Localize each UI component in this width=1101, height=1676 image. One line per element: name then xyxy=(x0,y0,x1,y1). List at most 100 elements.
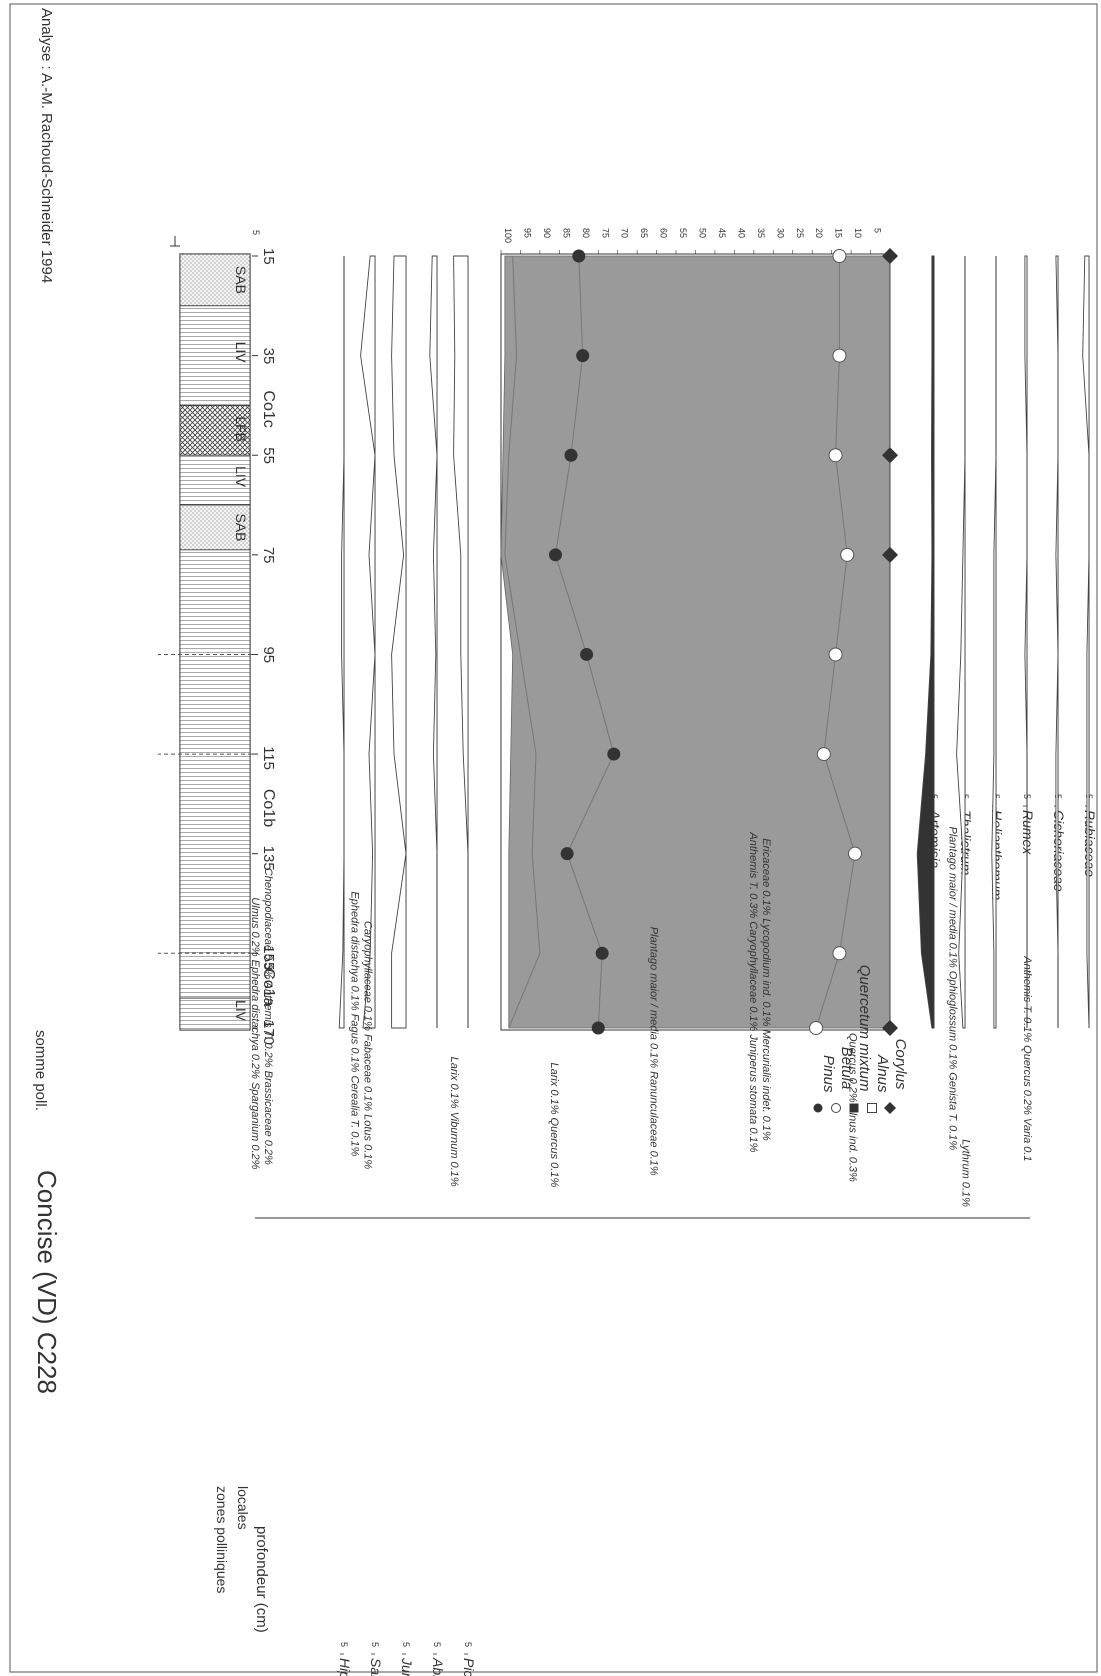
page-frame xyxy=(9,3,1098,1673)
pinus-point-155 xyxy=(595,946,609,960)
betula-point-95 xyxy=(828,647,843,662)
betula-point-35 xyxy=(832,348,847,363)
betula-point-15 xyxy=(832,249,847,263)
taxon-label-cichoriaceae: Cichoriaceae xyxy=(1051,810,1067,892)
betula-point-75 xyxy=(840,547,855,562)
trees-corner-label: 5 xyxy=(251,230,261,235)
taxon-hippophae-curve-0 xyxy=(338,455,345,1029)
lithology-label-2: LFB xyxy=(233,416,249,442)
herb-taxa: Artemisia5Thalictrum5Helianthemum5Rumex5… xyxy=(916,255,1098,1029)
trees-axis-tick-20: 20 xyxy=(814,228,824,238)
corylus-point-170 xyxy=(882,1020,898,1036)
taxon-rubiaceae-curve-0 xyxy=(1082,255,1090,1029)
trees-axis-tick-5: 5 xyxy=(873,228,883,233)
trees-axis-tick-100: 100 xyxy=(503,228,513,243)
pinus-point-115 xyxy=(607,747,621,761)
trees-axis-tick-40: 40 xyxy=(736,228,746,238)
legend-label-pinus: Pinus xyxy=(820,1055,837,1093)
taxon-label-abies: Abies xyxy=(430,1657,446,1676)
depth-axis-label: profondeur (cm) xyxy=(253,1526,270,1633)
trees-axis-tick-45: 45 xyxy=(717,228,727,238)
taxon-scale-hippophae: 5 xyxy=(339,1642,349,1647)
analysis-credit: Analyse : A.-M. Rachoud-Schneider 1994 xyxy=(38,8,55,283)
lithology-unit-6 xyxy=(179,997,251,1031)
depth-label-170: 170 xyxy=(260,1020,277,1045)
legend-marker-betula xyxy=(831,1103,841,1113)
taxon-juniperus-curve-0 xyxy=(391,255,407,1029)
legend-label-corylus: Corylus xyxy=(892,1039,909,1090)
zone-label-co1a: Co1a xyxy=(260,968,277,1006)
legend-marker-pinus xyxy=(813,1103,823,1113)
taxon-label-picea: Picea xyxy=(461,1658,477,1676)
depth-label-95: 95 xyxy=(260,646,277,663)
trees-axis-tick-90: 90 xyxy=(542,228,552,238)
corylus-point-75 xyxy=(882,546,898,563)
pinus-point-135 xyxy=(560,847,574,861)
varia-text-170-0: Anthemis T. 0.1% Quercus 0.2% Varia 0.1 xyxy=(1021,955,1033,1161)
taxon-scale-picea: 5 xyxy=(463,1642,473,1647)
trees-axis-tick-55: 55 xyxy=(678,228,688,238)
trees-axis-tick-15: 15 xyxy=(834,228,844,238)
lithology-label-4: SAB xyxy=(233,513,249,541)
taxon-thalictrum-curve-0 xyxy=(956,455,966,1029)
varia-text-35-1: Caryophyllaceae 0.1% Fabaceae 0.1% Lotus… xyxy=(362,921,374,1169)
taxon-cichoriaceae-curve-0 xyxy=(1055,255,1059,954)
betula-point-135 xyxy=(847,846,862,861)
legend-label-quercetum-mixtum: Quercetum mixtum xyxy=(856,965,873,1092)
varia-text-115-1: Ericaceae 0.1% Lycopodium ind. 0.1% Merc… xyxy=(760,838,772,1141)
legend-marker-quercetum-mixtum xyxy=(849,1103,859,1113)
trees-axis-tick-65: 65 xyxy=(639,228,649,238)
pinus-point-15 xyxy=(572,249,586,263)
pinus-point-95 xyxy=(580,647,594,661)
taxon-scale-abies: 5 xyxy=(432,1642,442,1647)
varia-text-15-0: Ulmus 0.2% Ephedra distachya 0.2% Sparga… xyxy=(249,897,261,1169)
depth-label-55: 55 xyxy=(260,447,277,464)
depth-axis: 15 35 55 75 95 115 135 155 170 xyxy=(252,248,277,1045)
taxon-label-rubiaceae: Rubiaceae xyxy=(1082,810,1098,877)
trees-axis-tick-70: 70 xyxy=(620,228,630,238)
lithology-unit-2 xyxy=(179,405,251,456)
trees-shaded-band xyxy=(500,255,891,1029)
left-taxa: Hippophae 5 Salix 5 Juniperus 5 Abies 5 Picea 5 xyxy=(337,255,477,1676)
trees-axis-tick-80: 80 xyxy=(581,228,591,238)
pinus-point-55 xyxy=(564,448,578,462)
taxon-label-hippophae: Hippophae xyxy=(337,1658,353,1676)
trees-axis-tick-50: 50 xyxy=(698,228,708,238)
trees-axis-tick-10: 10 xyxy=(853,228,863,238)
taxon-label-juniperus: Juniperus xyxy=(399,1657,415,1676)
betula-point-170 xyxy=(809,1021,824,1035)
varia-text-15-1: Chenopodiaceae 0.3% Anthemis T. 0.2% Bra… xyxy=(262,868,274,1165)
trees-axis-tick-35: 35 xyxy=(756,228,766,238)
trees-axis-tick-95: 95 xyxy=(522,228,532,238)
varia-text-115-0: Anthemis T. 0.3% Caryophyllaceae 0.1% Ju… xyxy=(747,831,759,1152)
trees-axis-tick-60: 60 xyxy=(659,228,669,238)
zone-label-co1c: Co1c xyxy=(260,390,277,427)
lithology-label-3: LIV xyxy=(233,466,249,488)
pinus-point-170 xyxy=(591,1021,605,1035)
legend-marker-corylus xyxy=(884,1102,896,1114)
zone-label-co1b: Co1b xyxy=(260,789,277,827)
depth-label-75: 75 xyxy=(260,547,277,564)
trees-total-line xyxy=(504,255,541,1029)
varia-text-155-0: Plantago maior / media 0.1% Ophioglossum… xyxy=(946,827,958,1151)
lithology-unit-0 xyxy=(179,253,251,307)
legend-marker-alnus xyxy=(867,1103,877,1113)
varia-text-95-0: Plantago maior / media 0.1% Ranunculacea… xyxy=(647,927,659,1176)
varia-notes: Ulmus 0.2% Ephedra distachya 0.2% Sparga… xyxy=(249,827,1033,1219)
depth-label-35: 35 xyxy=(260,348,277,365)
taxon-abies-curve-0 xyxy=(429,255,438,854)
betula-point-115 xyxy=(816,747,831,762)
depth-label-155: 155 xyxy=(260,945,277,970)
trees-axis-tick-30: 30 xyxy=(775,228,785,238)
taxon-rumex-curve-0 xyxy=(1024,255,1028,755)
depth-label-135: 135 xyxy=(260,846,277,871)
zones-axis-label-line1: zones polliniques xyxy=(214,1486,230,1593)
taxon-helianthemum-curve-0 xyxy=(991,455,997,1029)
varia-text-135-0: Quercus 0.2% Alnus ind. 0.3% xyxy=(847,1033,859,1182)
lithology-label-1: LIV xyxy=(233,342,249,364)
varia-text-35-0: Ephedra distachya 0.1% Fagus 0.1% Cereal… xyxy=(349,891,361,1156)
taxon-scale-juniperus: 5 xyxy=(401,1642,411,1647)
legend-label-betula: Betula xyxy=(838,1047,855,1090)
lithology-label-6: LIV xyxy=(233,1000,249,1022)
